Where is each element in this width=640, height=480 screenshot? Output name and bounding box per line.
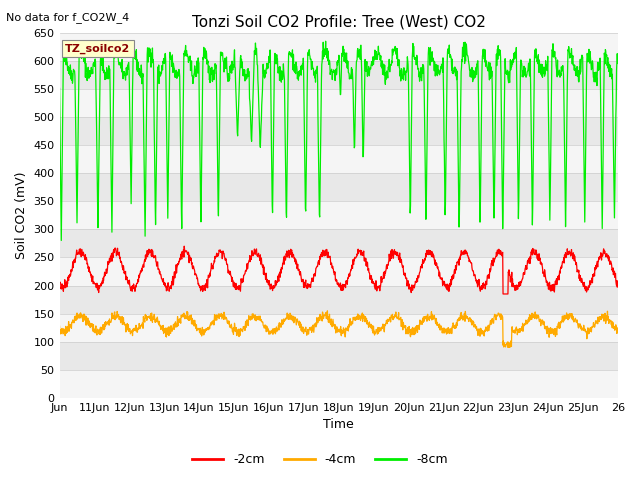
Bar xyxy=(60,89,618,117)
Bar xyxy=(60,257,618,286)
X-axis label: Time: Time xyxy=(323,419,354,432)
Bar xyxy=(60,370,618,398)
Bar xyxy=(60,145,618,173)
Legend: -2cm, -4cm, -8cm: -2cm, -4cm, -8cm xyxy=(187,448,453,471)
Title: Tonzi Soil CO2 Profile: Tree (West) CO2: Tonzi Soil CO2 Profile: Tree (West) CO2 xyxy=(192,15,486,30)
Text: TZ_soilco2: TZ_soilco2 xyxy=(65,44,131,54)
Bar xyxy=(60,201,618,229)
Bar xyxy=(60,33,618,60)
Text: No data for f_CO2W_4: No data for f_CO2W_4 xyxy=(6,12,130,23)
Y-axis label: Soil CO2 (mV): Soil CO2 (mV) xyxy=(15,171,28,259)
Bar xyxy=(60,313,618,342)
